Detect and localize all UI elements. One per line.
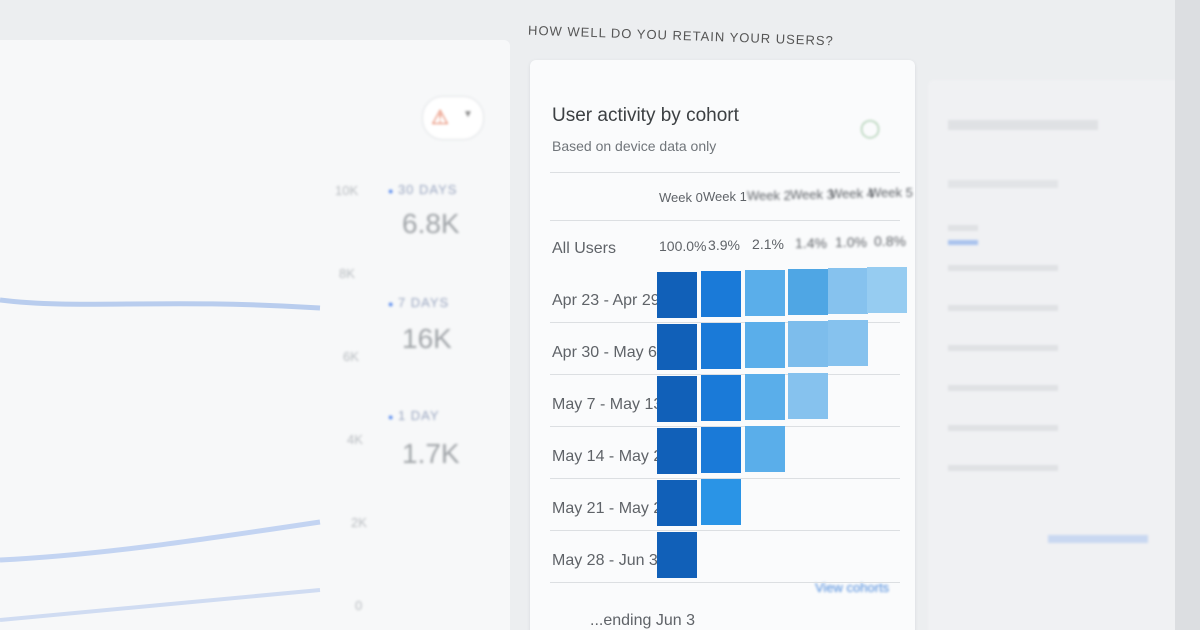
all-users-value: 2.1%	[752, 236, 784, 252]
screen-edge	[1175, 0, 1200, 630]
column-header: Week 1	[703, 189, 747, 204]
cohort-cell	[657, 480, 697, 526]
y-tick-label: 8K	[339, 266, 355, 281]
card-title: User activity by cohort	[552, 105, 739, 126]
all-users-value: 100.0%	[659, 238, 707, 254]
legend-label: 1 DAY	[388, 408, 440, 423]
column-header: Week 2	[747, 188, 791, 203]
cohort-cell	[745, 270, 785, 316]
cohort-cell	[788, 321, 828, 367]
y-tick-label: 4K	[347, 432, 363, 447]
legend-value: 16K	[402, 323, 452, 354]
legend-label: 7 DAYS	[388, 295, 449, 310]
column-header: Week 5	[869, 185, 913, 200]
legend-value: 6.8K	[402, 208, 460, 239]
y-tick-label: 6K	[343, 349, 359, 364]
row-divider	[550, 478, 900, 479]
section-heading: HOW WELL DO YOU RETAIN YOUR USERS?	[527, 22, 835, 49]
y-tick-label: 2K	[351, 515, 367, 530]
line-30d	[0, 297, 321, 311]
line-7d	[0, 519, 321, 563]
line-1d	[0, 588, 321, 622]
insights-button[interactable]: ◯	[860, 118, 881, 138]
cohort-cell	[745, 322, 785, 368]
cohort-cell	[701, 271, 741, 317]
cohort-cell	[867, 267, 907, 313]
all-users-value: 1.0%	[835, 234, 867, 250]
all-users-value: 1.4%	[795, 235, 827, 251]
cohort-cell	[701, 427, 741, 473]
cohort-cell	[828, 320, 868, 366]
all-users-value: 0.8%	[874, 233, 906, 249]
row-divider	[550, 530, 900, 531]
all-users-value: 3.9%	[708, 237, 740, 253]
row-divider	[550, 582, 900, 583]
card-subtitle: Based on device data only	[552, 138, 717, 154]
column-header: Week 0	[659, 190, 703, 205]
cohort-label: May 14 - May 20	[552, 448, 672, 465]
cohort-label: May 28 - Jun 3	[552, 552, 658, 569]
cohort-cell	[657, 272, 697, 318]
row-divider	[550, 374, 900, 375]
cohort-cell	[657, 532, 697, 578]
row-divider	[550, 426, 900, 427]
alert-button[interactable]: ⚠ ▼	[422, 96, 484, 140]
right-panel	[928, 80, 1188, 630]
column-header: Week 4	[830, 186, 874, 201]
cohort-cell	[657, 324, 697, 370]
cohort-cell	[828, 268, 868, 314]
cohort-label: Apr 30 - May 6	[552, 344, 657, 361]
cohort-cell	[788, 373, 828, 419]
cohort-label: May 7 - May 13	[552, 396, 663, 413]
cohort-cell	[745, 426, 785, 472]
cohort-cell	[701, 375, 741, 421]
y-tick-label: 10K	[335, 183, 359, 198]
divider	[550, 220, 900, 221]
y-tick-label: 0	[355, 598, 363, 613]
column-header: Week 3	[790, 187, 834, 202]
line-chart	[0, 297, 321, 622]
cohort-cell	[788, 269, 828, 315]
all-users-label: All Users	[552, 240, 617, 257]
cohort-cell	[701, 323, 741, 369]
cohort-cell	[657, 376, 697, 422]
legend-value: 1.7K	[402, 438, 460, 469]
cohort-label: May 21 - May 27	[552, 500, 672, 517]
cohort-cell	[657, 428, 697, 474]
footer-text: ...ending Jun 3	[590, 612, 695, 629]
cohort-label: Apr 23 - Apr 29	[552, 292, 660, 309]
divider	[550, 172, 900, 173]
cohort-cell	[745, 374, 785, 420]
row-divider	[550, 322, 900, 323]
view-link[interactable]: View cohorts	[815, 580, 890, 595]
cohort-cell	[701, 479, 741, 525]
legend-label: 30 DAYS	[388, 182, 457, 197]
